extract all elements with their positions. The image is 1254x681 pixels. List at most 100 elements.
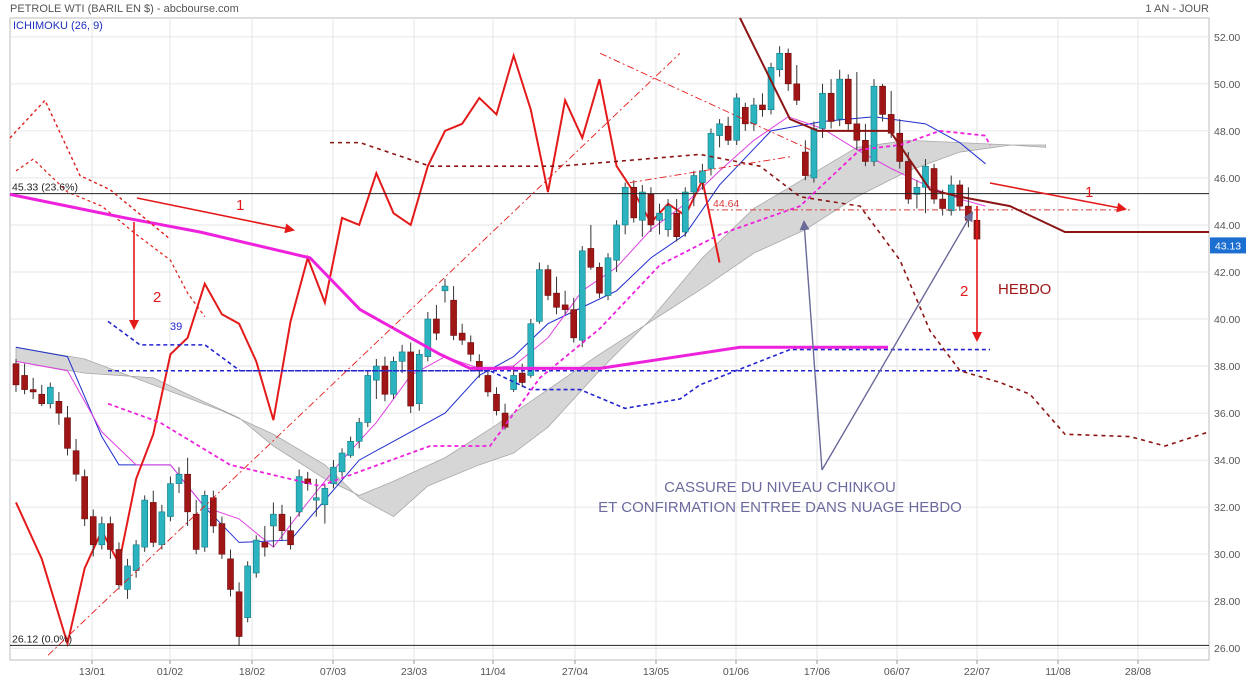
candle-body bbox=[12, 363, 20, 386]
candle-body bbox=[793, 83, 801, 101]
label-1-left: 1 bbox=[236, 197, 244, 214]
candle-body bbox=[741, 107, 749, 125]
candle-body bbox=[355, 422, 363, 442]
candle-body bbox=[321, 488, 329, 506]
chart-period: 1 AN - JOUR bbox=[1145, 3, 1209, 15]
candle-body bbox=[398, 351, 406, 362]
arrow-1-right bbox=[989, 182, 1127, 213]
candle-body bbox=[570, 309, 578, 339]
candle-body bbox=[433, 318, 440, 334]
downtrend-line-bottom bbox=[629, 156, 791, 184]
label-1-right: 1 bbox=[1085, 184, 1093, 201]
candle-body bbox=[81, 476, 88, 520]
downtrend-line-top bbox=[599, 52, 811, 151]
candle-body bbox=[364, 375, 372, 423]
x-tick-label: 13/05 bbox=[643, 666, 669, 678]
candle-body bbox=[647, 194, 655, 226]
y-tick-label: 30.00 bbox=[1214, 549, 1240, 561]
resistance-label: 44.64 bbox=[713, 198, 739, 210]
x-tick-label: 06/07 bbox=[884, 666, 910, 678]
y-tick-label: 42.00 bbox=[1214, 267, 1240, 279]
candle-body bbox=[64, 417, 71, 449]
candle-body bbox=[55, 401, 63, 414]
weekly-tenkan-line bbox=[107, 320, 990, 410]
chart-title: PETROLE WTI (BARIL EN $) - abcbourse.com bbox=[10, 3, 239, 15]
x-tick-label: 28/08 bbox=[1125, 666, 1151, 678]
weekly-senkou-line bbox=[107, 129, 991, 487]
candle-body bbox=[278, 513, 286, 531]
candle-body bbox=[819, 92, 826, 129]
candle-body bbox=[930, 168, 938, 200]
candle-body bbox=[158, 511, 166, 546]
candle-body bbox=[184, 473, 191, 513]
annotations: 45.33 (23.6%) 26.12 (0.0%) 44.64 39 1 2 1 2 HEBD… bbox=[9, 17, 1246, 656]
candle-body bbox=[141, 499, 148, 548]
candle-body bbox=[724, 125, 732, 141]
candle-body bbox=[853, 123, 861, 141]
candle-body bbox=[132, 544, 140, 571]
candle-body bbox=[776, 52, 783, 71]
candle-body bbox=[553, 292, 560, 308]
weekly-kijun-line bbox=[9, 192, 888, 370]
candle-body bbox=[810, 128, 818, 179]
candle-body bbox=[699, 170, 706, 183]
last-price-badge bbox=[1210, 237, 1246, 254]
y-tick-label: 36.00 bbox=[1214, 408, 1240, 420]
candle-body bbox=[124, 565, 131, 590]
candle-body bbox=[287, 530, 294, 546]
candle-body bbox=[381, 365, 389, 395]
candle-body bbox=[407, 351, 414, 407]
cloud-arrow bbox=[821, 211, 974, 471]
chikou-line bbox=[15, 52, 721, 648]
x-tick-label: 07/03 bbox=[320, 666, 346, 678]
label-2-right: 2 bbox=[960, 283, 968, 300]
candle-body bbox=[544, 269, 552, 296]
y-tick-label: 44.00 bbox=[1214, 220, 1240, 232]
candle-body bbox=[784, 52, 792, 85]
candle-body bbox=[244, 565, 251, 618]
candle-body bbox=[827, 92, 835, 122]
x-tick-label: 11/08 bbox=[1045, 666, 1071, 678]
candle-body bbox=[767, 67, 775, 111]
weekly-chikou-line bbox=[9, 99, 171, 240]
candle-body bbox=[330, 466, 337, 484]
y-tick-label: 40.00 bbox=[1214, 314, 1240, 326]
candle-body bbox=[98, 523, 106, 546]
x-tick-label: 18/02 bbox=[239, 666, 265, 678]
candle-body bbox=[467, 342, 475, 355]
candle-body bbox=[21, 375, 28, 390]
candle-body bbox=[252, 539, 260, 574]
candle-body bbox=[673, 212, 680, 238]
candle-body bbox=[896, 132, 904, 162]
y-tick-label: 50.00 bbox=[1214, 79, 1240, 91]
candle-body bbox=[493, 393, 500, 412]
candle-body bbox=[210, 497, 217, 527]
candle-body bbox=[107, 523, 114, 550]
annotation-line2: ET CONFIRMATION ENTREE DANS NUAGE HEBDO bbox=[598, 499, 962, 516]
y-tick-label: 52.00 bbox=[1214, 32, 1240, 44]
candle-body bbox=[441, 285, 449, 292]
candle-body bbox=[175, 473, 183, 484]
arrow-1-left bbox=[136, 197, 295, 234]
candle-body bbox=[621, 187, 629, 226]
candle-body bbox=[905, 161, 912, 200]
candle-body bbox=[879, 85, 886, 115]
candle-body bbox=[115, 549, 123, 586]
axes: 26.00 28.00 30.00 32.00 34.00 36.00 38.00 40.00… bbox=[79, 32, 1241, 678]
x-tick-label: 11/04 bbox=[480, 666, 506, 678]
plot-area bbox=[9, 17, 1210, 661]
candle-body bbox=[47, 386, 54, 404]
candle-body bbox=[89, 516, 97, 546]
candle-body bbox=[29, 389, 37, 393]
kumo-cloud bbox=[15, 139, 1046, 518]
candle-body bbox=[510, 375, 517, 390]
candle-body bbox=[750, 104, 758, 125]
cloud-area bbox=[15, 139, 1046, 518]
last-price-label: 43.13 bbox=[1215, 240, 1241, 252]
candle-body bbox=[913, 187, 921, 195]
y-tick-label: 34.00 bbox=[1214, 455, 1240, 467]
candle-body bbox=[192, 513, 200, 550]
candle-body bbox=[527, 323, 535, 376]
y-tick-label: 48.00 bbox=[1214, 126, 1240, 138]
